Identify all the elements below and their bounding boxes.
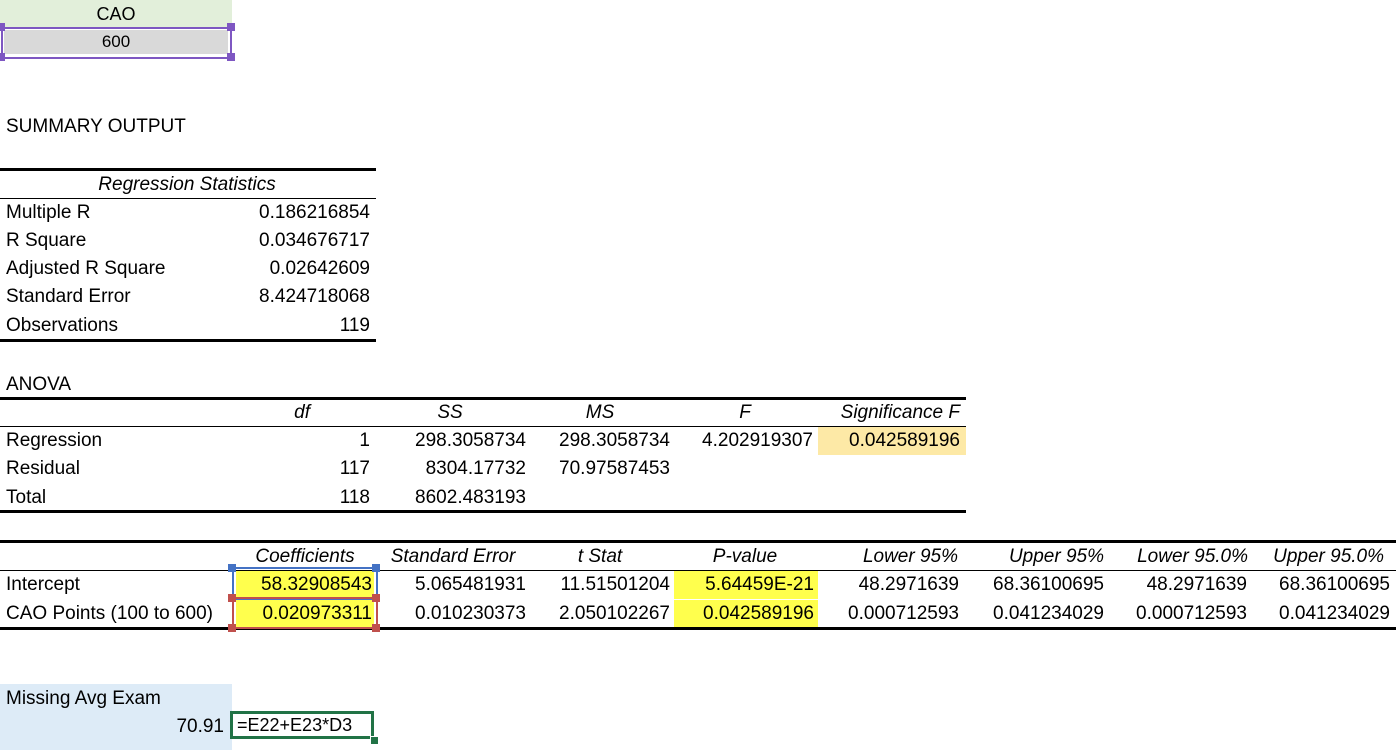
selection-handle[interactable]: [0, 53, 5, 61]
missing-block-bg: [0, 684, 232, 750]
coef-header-p-value: P-value: [712, 546, 778, 567]
ref-border-blue: [232, 567, 378, 600]
divider: [0, 570, 1396, 571]
missing-value[interactable]: 70.91: [176, 716, 224, 737]
coef-row-label: Intercept: [6, 574, 80, 595]
coef-row-label: CAO Points (100 to 600): [6, 603, 213, 624]
coef-header-lower-950: Lower 95.0%: [1137, 546, 1248, 567]
cao-value-cell[interactable]: 600: [4, 30, 228, 54]
stat-label: Adjusted R Square: [6, 258, 166, 279]
stat-value: 119: [339, 315, 370, 336]
anova-ss: 8602.483193: [415, 487, 526, 508]
selection-handle[interactable]: [227, 53, 235, 61]
divider: [0, 510, 966, 513]
regression-stats-header: Regression Statistics: [98, 174, 276, 195]
anova-ms: 70.97587453: [559, 458, 670, 479]
coef-se: 5.065481931: [415, 574, 526, 595]
fill-handle[interactable]: [370, 736, 379, 745]
stat-value: 0.034676717: [259, 230, 370, 251]
cao-header-cell[interactable]: CAO: [0, 0, 232, 28]
ref-handle[interactable]: [372, 624, 380, 632]
divider: [0, 397, 966, 400]
stat-label: R Square: [6, 230, 87, 251]
coef-header-lower-95: Lower 95%: [862, 546, 958, 567]
ref-handle[interactable]: [228, 624, 236, 632]
anova-header-ss: SS: [437, 402, 463, 423]
anova-df: 117: [339, 458, 370, 479]
coef-p-value[interactable]: 5.64459E-21: [674, 571, 818, 599]
coef-header-upper-950: Upper 95.0%: [1273, 546, 1384, 567]
coef-t: 2.050102267: [559, 603, 670, 624]
anova-ms: 298.3058734: [559, 430, 670, 451]
divider: [0, 426, 966, 427]
anova-row-label: Residual: [6, 458, 80, 479]
anova-row-label: Total: [6, 487, 47, 508]
coef-upper95: 0.041234029: [993, 603, 1104, 624]
divider: [0, 198, 376, 199]
stat-label: Multiple R: [6, 202, 91, 223]
summary-title: SUMMARY OUTPUT: [6, 116, 186, 137]
cao-selection-border: [1, 27, 232, 59]
divider: [0, 627, 1396, 630]
coef-cao-value[interactable]: 0.020973311: [236, 600, 374, 628]
coef-t: 11.51501204: [560, 574, 670, 595]
divider: [0, 540, 1396, 543]
stat-value: 0.186216854: [259, 202, 370, 223]
coef-lower95: 0.000712593: [848, 603, 959, 624]
stat-value: 8.424718068: [259, 286, 370, 307]
divider: [0, 168, 376, 171]
anova-header-f: F: [739, 402, 751, 423]
anova-header-sigf: Significance F: [840, 402, 960, 423]
stat-label: Standard Error: [6, 286, 131, 307]
anova-ss: 8304.17732: [425, 458, 526, 479]
coef-lower950: 48.2971639: [1146, 574, 1247, 595]
coef-upper950: 0.041234029: [1279, 603, 1390, 624]
stat-value: 0.02642609: [269, 258, 370, 279]
anova-significance-f[interactable]: 0.042589196: [818, 427, 966, 455]
coef-upper950: 68.36100695: [1279, 574, 1390, 595]
selection-handle[interactable]: [227, 23, 235, 31]
ref-handle[interactable]: [372, 564, 380, 572]
coef-lower95: 48.2971639: [858, 574, 959, 595]
selection-handle[interactable]: [0, 23, 5, 31]
anova-row-label: Regression: [6, 430, 103, 451]
coef-upper95: 68.36100695: [993, 574, 1104, 595]
anova-header-df: df: [294, 402, 310, 423]
coef-intercept-value[interactable]: 58.32908543: [236, 571, 374, 599]
coef-header-standard-error: Standard Error: [390, 546, 516, 567]
anova-ss: 298.3058734: [415, 430, 526, 451]
ref-border-red: [232, 597, 378, 629]
coef-p-value[interactable]: 0.042589196: [674, 600, 818, 628]
anova-df: 118: [339, 487, 370, 508]
stat-label: Observations: [6, 315, 118, 336]
formula-cell[interactable]: =E22+E23*D3: [230, 711, 374, 739]
coef-header-t-stat: t Stat: [577, 546, 623, 567]
coef-lower950: 0.000712593: [1136, 603, 1247, 624]
anova-df: 1: [359, 430, 370, 451]
anova-title: ANOVA: [6, 374, 72, 395]
divider: [0, 339, 376, 342]
coef-header-coefficients: Coefficients: [255, 546, 355, 567]
ref-handle[interactable]: [228, 564, 236, 572]
anova-header-ms: MS: [585, 402, 615, 423]
coef-header-upper-95: Upper 95%: [1008, 546, 1104, 567]
anova-f: 4.202919307: [702, 430, 813, 451]
missing-label: Missing Avg Exam: [6, 688, 161, 709]
coef-se: 0.010230373: [415, 603, 526, 624]
